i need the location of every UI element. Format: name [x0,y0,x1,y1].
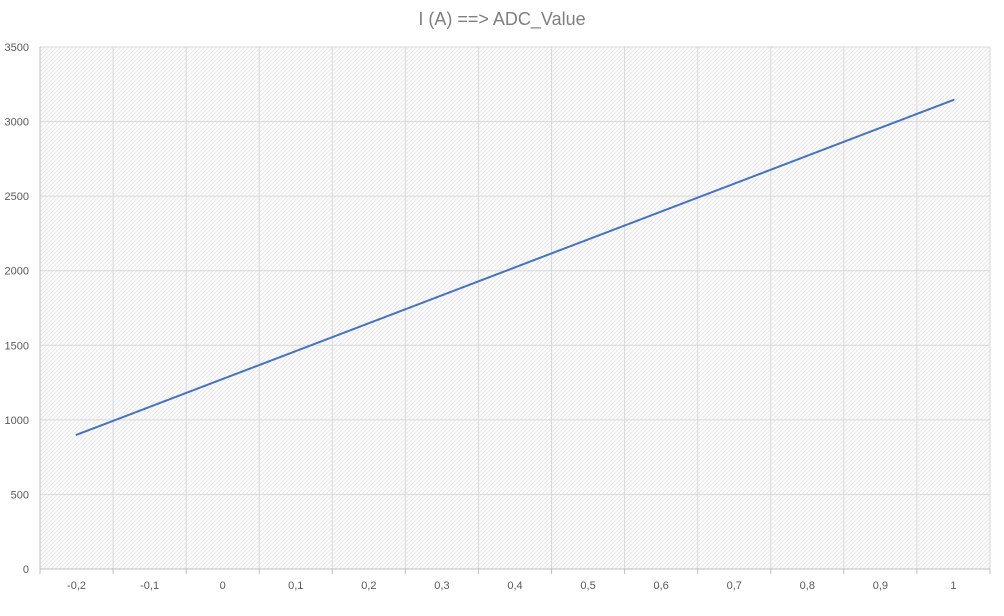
tick-labels: 0 500 1000 1500 2000 2500 3000 3500 -0,2 -0,1 0 0,1… [5,42,957,592]
x-tick-label: 0,8 [800,580,815,592]
x-tick-label: 0,1 [288,580,303,592]
x-tick-label: 0,9 [873,580,888,592]
x-tick-label: -0,2 [67,580,86,592]
y-tick-label: 500 [11,489,29,501]
x-tick-label: 0,7 [727,580,742,592]
y-tick-label: 3500 [5,42,29,54]
y-tick-label: 0 [23,564,29,576]
x-tick-label: -0,1 [140,580,159,592]
chart-title: I (A) ==> ADC_Value [418,9,585,30]
x-tick-label: 1 [950,580,956,592]
series-layer [75,98,955,436]
gridlines [39,46,991,569]
x-tick-label: 0 [220,580,226,592]
y-tick-label: 2000 [5,266,29,278]
x-tick-label: 0,5 [580,580,595,592]
x-tick-label: 0,2 [361,580,376,592]
x-tick-label: 0,6 [654,580,669,592]
y-tick-label: 2500 [5,191,29,203]
x-tick-label: 0,4 [507,580,522,592]
y-tick-label: 1000 [5,415,29,427]
y-tick-label: 3000 [5,117,29,129]
axes [39,47,991,574]
plot-area [40,47,990,569]
x-tick-label: 0,3 [434,580,449,592]
series-line [75,98,955,436]
y-tick-label: 1500 [5,340,29,352]
